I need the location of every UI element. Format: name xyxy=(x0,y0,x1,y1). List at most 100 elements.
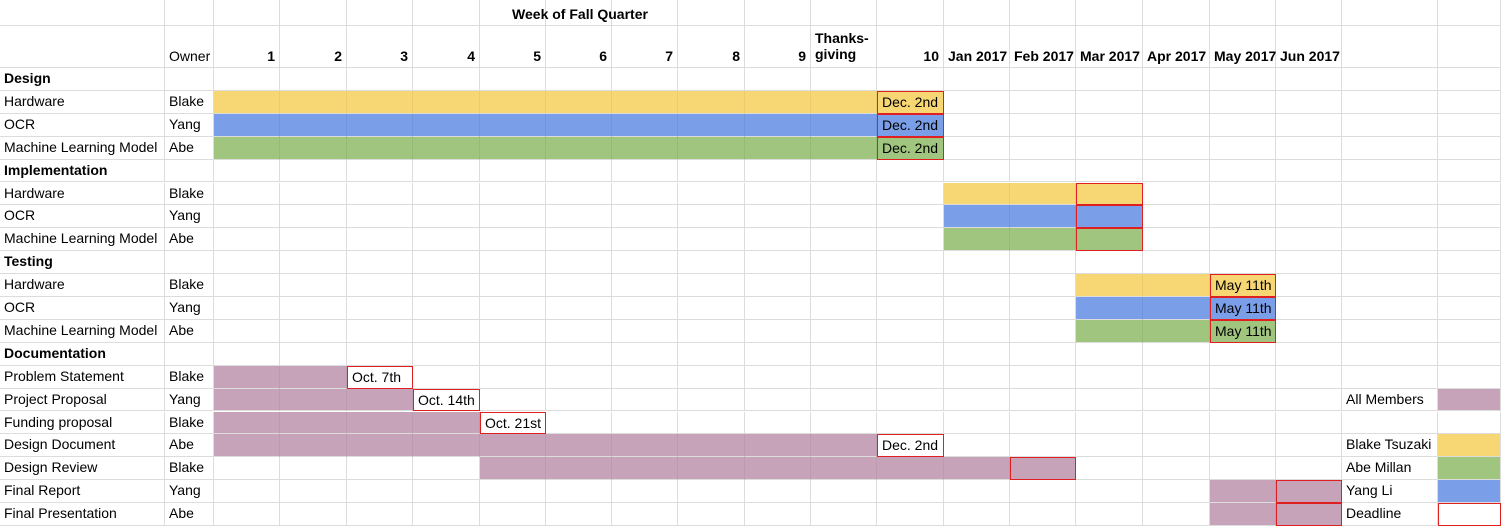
grid-cell[interactable] xyxy=(877,388,944,412)
grid-cell[interactable] xyxy=(413,251,480,275)
grid-cell[interactable] xyxy=(944,136,1010,160)
grid-cell[interactable] xyxy=(413,319,480,343)
owner-cell[interactable]: Blake xyxy=(165,411,214,435)
task-bar-cell[interactable] xyxy=(280,113,347,137)
header-cell[interactable] xyxy=(1342,26,1438,68)
grid-cell[interactable] xyxy=(877,228,944,252)
grid-cell[interactable] xyxy=(1210,228,1276,252)
owner-cell[interactable]: Yang xyxy=(165,205,214,229)
grid-cell[interactable] xyxy=(678,297,745,320)
task-bar-cell[interactable] xyxy=(1076,274,1143,297)
owner-cell[interactable] xyxy=(165,342,214,366)
grid-cell[interactable] xyxy=(280,205,347,229)
grid-cell[interactable] xyxy=(877,503,944,526)
grid-cell[interactable] xyxy=(1143,434,1210,458)
task-bar-cell[interactable] xyxy=(944,228,1010,252)
grid-cell[interactable] xyxy=(811,411,877,435)
header-cell[interactable] xyxy=(1143,0,1210,26)
grid-cell[interactable] xyxy=(1342,297,1438,320)
task-bar-cell[interactable] xyxy=(745,113,811,137)
task-bar-cell[interactable] xyxy=(214,90,280,114)
column-header[interactable]: 6 xyxy=(546,26,612,68)
column-header[interactable]: Jun 2017 xyxy=(1276,26,1342,68)
grid-cell[interactable] xyxy=(811,159,877,183)
grid-cell[interactable] xyxy=(1143,159,1210,183)
grid-cell[interactable] xyxy=(1010,297,1076,320)
task-bar-cell[interactable] xyxy=(1143,274,1210,297)
task-label[interactable]: Final Report xyxy=(0,480,165,504)
header-cell[interactable] xyxy=(413,0,480,26)
grid-cell[interactable] xyxy=(546,503,612,526)
grid-cell[interactable] xyxy=(877,319,944,343)
grid-cell[interactable] xyxy=(214,274,280,297)
grid-cell[interactable] xyxy=(280,319,347,343)
grid-cell[interactable] xyxy=(1010,319,1076,343)
grid-cell[interactable] xyxy=(745,159,811,183)
task-bar-cell[interactable] xyxy=(612,113,678,137)
grid-cell[interactable] xyxy=(745,388,811,412)
grid-cell[interactable] xyxy=(745,297,811,320)
grid-cell[interactable] xyxy=(1010,434,1076,458)
grid-cell[interactable] xyxy=(678,342,745,366)
grid-cell[interactable] xyxy=(1210,365,1276,389)
grid-cell[interactable] xyxy=(811,319,877,343)
grid-cell[interactable] xyxy=(1076,136,1143,160)
grid-cell[interactable] xyxy=(1143,68,1210,91)
grid-cell[interactable] xyxy=(612,205,678,229)
task-bar-cell[interactable] xyxy=(347,411,413,435)
grid-cell[interactable] xyxy=(1438,297,1501,320)
grid-cell[interactable] xyxy=(214,297,280,320)
grid-cell[interactable] xyxy=(1143,457,1210,481)
grid-cell[interactable] xyxy=(280,480,347,504)
grid-cell[interactable] xyxy=(1143,90,1210,114)
task-bar-cell[interactable] xyxy=(745,457,811,481)
header-cell[interactable] xyxy=(1438,26,1501,68)
grid-cell[interactable] xyxy=(1276,342,1342,366)
owner-cell[interactable]: Abe xyxy=(165,434,214,458)
task-label[interactable]: Design Review xyxy=(0,457,165,481)
grid-cell[interactable] xyxy=(678,274,745,297)
grid-cell[interactable] xyxy=(1342,342,1438,366)
deadline-cell[interactable]: Dec. 2nd xyxy=(877,90,944,114)
grid-cell[interactable] xyxy=(1342,136,1438,160)
column-header[interactable]: 8 xyxy=(678,26,745,68)
task-bar-cell[interactable] xyxy=(280,136,347,160)
column-header[interactable]: 4 xyxy=(413,26,480,68)
header-cell[interactable] xyxy=(1438,0,1501,26)
column-header[interactable]: May 2017 xyxy=(1210,26,1276,68)
task-bar-cell[interactable] xyxy=(280,411,347,435)
deadline-cell[interactable]: May 11th xyxy=(1210,319,1276,343)
deadline-cell[interactable]: Oct. 21st xyxy=(480,411,546,435)
grid-cell[interactable] xyxy=(413,503,480,526)
grid-cell[interactable] xyxy=(1010,159,1076,183)
grid-cell[interactable] xyxy=(811,480,877,504)
owner-cell[interactable]: Yang xyxy=(165,113,214,137)
task-bar-cell[interactable] xyxy=(944,205,1010,229)
grid-cell[interactable] xyxy=(944,365,1010,389)
header-cell[interactable] xyxy=(678,0,745,26)
header-cell[interactable] xyxy=(1010,0,1076,26)
task-bar-cell[interactable] xyxy=(1076,297,1143,320)
owner-cell[interactable] xyxy=(165,159,214,183)
grid-cell[interactable] xyxy=(280,297,347,320)
grid-cell[interactable] xyxy=(811,251,877,275)
grid-cell[interactable] xyxy=(546,205,612,229)
grid-cell[interactable] xyxy=(612,159,678,183)
task-bar-cell[interactable] xyxy=(678,90,745,114)
deadline-cell[interactable]: May 11th xyxy=(1210,274,1276,297)
owner-cell[interactable]: Blake xyxy=(165,365,214,389)
grid-cell[interactable] xyxy=(413,480,480,504)
grid-cell[interactable] xyxy=(214,319,280,343)
task-bar-cell[interactable] xyxy=(280,90,347,114)
grid-cell[interactable] xyxy=(1210,159,1276,183)
grid-cell[interactable] xyxy=(745,365,811,389)
grid-cell[interactable] xyxy=(944,251,1010,275)
grid-cell[interactable] xyxy=(612,503,678,526)
grid-cell[interactable] xyxy=(877,251,944,275)
deadline-cell[interactable]: Dec. 2nd xyxy=(877,434,944,458)
grid-cell[interactable] xyxy=(214,228,280,252)
grid-cell[interactable] xyxy=(1143,136,1210,160)
owner-cell[interactable]: Blake xyxy=(165,274,214,297)
grid-cell[interactable] xyxy=(877,297,944,320)
grid-cell[interactable] xyxy=(745,68,811,91)
